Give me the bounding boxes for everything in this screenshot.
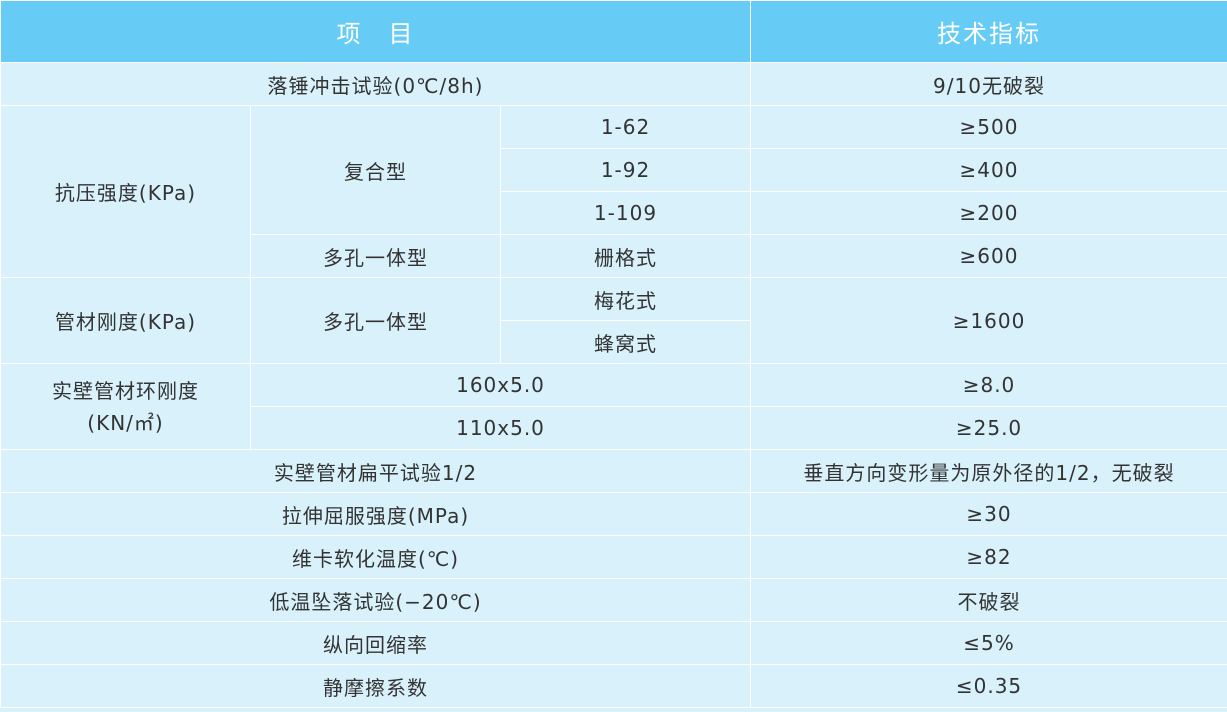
row-label: 静摩擦系数 — [0, 664, 752, 708]
row-value: ≥30 — [750, 492, 1227, 536]
row-label: 实壁管材环刚度 (KN/㎡) — [0, 363, 251, 450]
table-row: 落锤冲击试验(0℃/8h) 9/10无破裂 — [0, 62, 1227, 106]
ring-label-line1: 实壁管材环刚度 — [52, 378, 199, 403]
model-label: 蜂窝式 — [499, 320, 752, 364]
table-row: 维卡软化温度(℃) ≥82 — [0, 535, 1227, 579]
type-label: 复合型 — [250, 105, 501, 235]
size-label: 110x5.0 — [249, 406, 752, 450]
row-value: ≥500 — [750, 105, 1227, 149]
type-label: 多孔一体型 — [250, 234, 501, 278]
row-value: ≤0.35 — [750, 664, 1227, 708]
row-value: ≤5% — [750, 621, 1227, 665]
table-row: 实壁管材环刚度 (KN/㎡) 160x5.0 ≥8.0 — [0, 363, 1227, 450]
row-label: 纵向回缩率 — [0, 621, 752, 665]
row-value: ≥8.0 — [750, 363, 1227, 407]
model-label: 1-109 — [499, 191, 752, 235]
type-label: 多孔一体型 — [250, 277, 501, 364]
table-row: 多孔一体型 栅格式 ≥600 — [1, 234, 1227, 278]
table-row: 静摩擦系数 ≤0.35 — [0, 664, 1227, 708]
header-item: 项 目 — [0, 0, 752, 63]
model-label: 1-62 — [499, 105, 752, 149]
row-label: 管材刚度(KPa) — [0, 277, 251, 364]
model-label: 梅花式 — [499, 277, 752, 321]
row-value: ≥400 — [750, 148, 1227, 192]
row-value: 不破裂 — [750, 578, 1227, 622]
row-label: 低温坠落试验(−20℃) — [0, 578, 752, 622]
table-row: 纵向回缩率 ≤5% — [0, 621, 1227, 665]
ring-label-line2: (KN/㎡) — [87, 410, 164, 435]
model-label: 1-92 — [499, 148, 752, 192]
row-label: 拉伸屈服强度(MPa) — [0, 492, 752, 536]
row-value: ≥82 — [750, 535, 1227, 579]
model-label: 栅格式 — [499, 234, 752, 278]
row-label: 抗压强度(KPa) — [0, 105, 251, 278]
header-spec: 技术指标 — [750, 0, 1227, 63]
table-row: 低温坠落试验(−20℃) 不破裂 — [0, 578, 1227, 622]
table-row: 抗压强度(KPa) 复合型 1-62 ≥500 — [0, 105, 1227, 278]
row-value: ≥1600 — [750, 277, 1227, 364]
table-row: 1-92 ≥400 — [1, 148, 1227, 192]
table-row: 拉伸屈服强度(MPa) ≥30 — [0, 492, 1227, 536]
row-value: ≥200 — [750, 191, 1227, 235]
row-label: 维卡软化温度(℃) — [0, 535, 752, 579]
table-row: 实壁管材扁平试验1/2 垂直方向变形量为原外径的1/2，无破裂 — [0, 449, 1227, 493]
table-row: 管材刚度(KPa) 多孔一体型 梅花式 ≥1600 — [0, 277, 1227, 364]
row-label: 实壁管材扁平试验1/2 — [0, 449, 752, 493]
row-value: 垂直方向变形量为原外径的1/2，无破裂 — [750, 449, 1227, 493]
size-label: 160x5.0 — [249, 363, 752, 407]
row-label: 落锤冲击试验(0℃/8h) — [0, 62, 752, 106]
table-row: 蜂窝式 — [1, 320, 1227, 364]
row-value: ≥25.0 — [750, 406, 1227, 450]
row-value: 9/10无破裂 — [750, 62, 1227, 106]
header-row: 项 目 技术指标 — [0, 0, 1227, 63]
row-value: ≥600 — [750, 234, 1227, 278]
table-row: 110x5.0 ≥25.0 — [1, 406, 1227, 450]
